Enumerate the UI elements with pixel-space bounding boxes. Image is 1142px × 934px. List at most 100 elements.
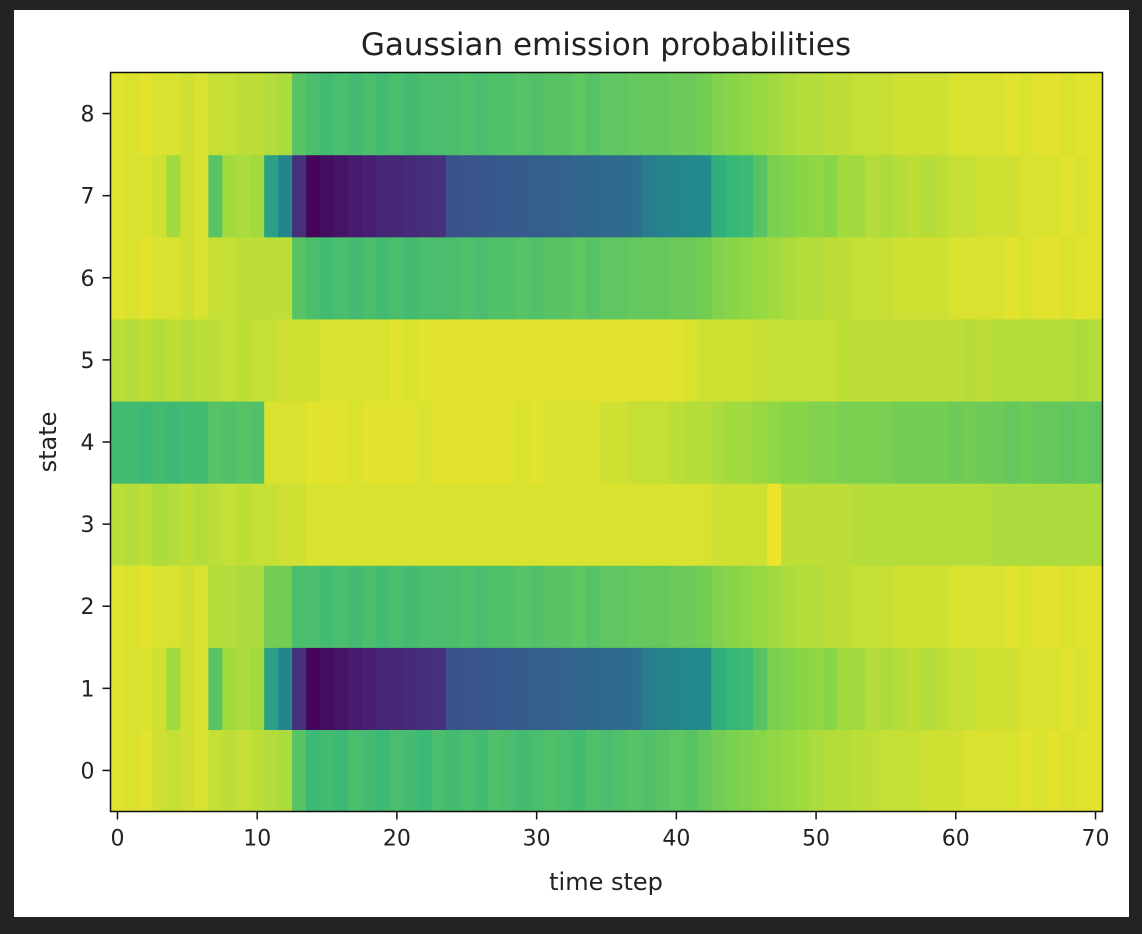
heatmap-cell bbox=[208, 236, 223, 320]
heatmap-cell bbox=[711, 565, 726, 648]
heatmap-cell bbox=[920, 647, 936, 730]
heatmap-cell bbox=[473, 236, 489, 320]
heatmap-cell bbox=[501, 483, 517, 566]
heatmap-cell bbox=[767, 72, 782, 156]
heatmap-cell bbox=[557, 400, 573, 484]
heatmap-cell bbox=[571, 236, 587, 320]
heatmap-cell bbox=[962, 729, 978, 813]
heatmap-cell bbox=[711, 400, 726, 484]
heatmap-cell bbox=[152, 483, 167, 566]
heatmap-cell bbox=[278, 318, 293, 402]
heatmap-cell bbox=[557, 72, 573, 156]
heatmap-cell bbox=[417, 400, 433, 484]
heatmap-cell bbox=[906, 154, 922, 238]
heatmap-cell bbox=[222, 647, 237, 730]
heatmap-cell bbox=[683, 483, 698, 566]
heatmap-cell bbox=[864, 400, 880, 484]
heatmap-cell bbox=[557, 236, 573, 320]
heatmap-cell bbox=[138, 318, 154, 402]
heatmap-cell bbox=[138, 483, 154, 566]
heatmap-cell bbox=[375, 400, 391, 484]
heatmap-cell bbox=[711, 236, 726, 320]
heatmap-cell bbox=[1074, 154, 1090, 238]
heatmap-cell bbox=[990, 72, 1006, 156]
heatmap-cell bbox=[166, 483, 181, 566]
heatmap-cell bbox=[1046, 647, 1062, 730]
heatmap-cell bbox=[403, 154, 419, 238]
heatmap-cell bbox=[194, 400, 209, 484]
heatmap-cell bbox=[739, 400, 754, 484]
heatmap-cell bbox=[250, 647, 265, 730]
heatmap-cell bbox=[892, 318, 908, 402]
heatmap-cell bbox=[906, 400, 922, 484]
heatmap-cell bbox=[739, 236, 754, 320]
heatmap-cell bbox=[990, 400, 1006, 484]
heatmap-cell bbox=[180, 729, 195, 813]
heatmap-cell bbox=[627, 318, 643, 402]
heatmap-cell bbox=[348, 400, 363, 484]
heatmap-cell bbox=[962, 236, 978, 320]
heatmap-cell bbox=[990, 318, 1006, 402]
heatmap-cell bbox=[711, 729, 726, 813]
heatmap-cell bbox=[753, 72, 768, 156]
heatmap-cell bbox=[725, 729, 740, 813]
heatmap-cell bbox=[320, 483, 335, 566]
y-tick-label: 2 bbox=[81, 595, 95, 620]
heatmap-cell bbox=[613, 154, 629, 238]
x-tick-label: 60 bbox=[942, 827, 970, 852]
heatmap-cell bbox=[431, 154, 447, 238]
heatmap-cell bbox=[320, 318, 335, 402]
heatmap-cell bbox=[306, 483, 321, 566]
heatmap-cell bbox=[473, 565, 489, 648]
heatmap-cell bbox=[403, 483, 419, 566]
heatmap-cell bbox=[180, 565, 195, 648]
heatmap-cell bbox=[278, 236, 293, 320]
heatmap-cell bbox=[487, 400, 503, 484]
heatmap-cell bbox=[753, 647, 768, 730]
heatmap-cell bbox=[264, 647, 279, 730]
heatmap-cell bbox=[739, 647, 754, 730]
heatmap-cell bbox=[655, 483, 670, 566]
heatmap-cell bbox=[934, 647, 950, 730]
heatmap-cell bbox=[585, 318, 601, 402]
heatmap-cell bbox=[375, 729, 391, 813]
heatmap-cell bbox=[487, 72, 503, 156]
heatmap-cell bbox=[962, 154, 978, 238]
y-axis-ticks: 0 1 2 3 4 5 6 7 8 bbox=[81, 103, 111, 784]
heatmap-cell bbox=[934, 483, 950, 566]
heatmap-cell bbox=[892, 72, 908, 156]
heatmap-cell bbox=[1074, 72, 1090, 156]
heatmap-cell bbox=[1060, 236, 1076, 320]
heatmap-cell bbox=[837, 729, 852, 813]
heatmap-cell bbox=[795, 647, 810, 730]
heatmap-cell bbox=[124, 154, 140, 238]
heatmap-cell bbox=[906, 318, 922, 402]
heatmap-cell bbox=[585, 647, 601, 730]
heatmap-cell bbox=[250, 72, 265, 156]
heatmap-cell bbox=[264, 318, 279, 402]
y-tick-label: 6 bbox=[81, 267, 95, 292]
heatmap-cell bbox=[487, 565, 503, 648]
heatmap-cell bbox=[837, 72, 852, 156]
heatmap-cell bbox=[194, 318, 209, 402]
heatmap-cell bbox=[361, 483, 377, 566]
heatmap-cell bbox=[236, 647, 251, 730]
heatmap-cell bbox=[990, 154, 1006, 238]
heatmap-cell bbox=[571, 400, 587, 484]
heatmap-cell bbox=[166, 729, 181, 813]
heatmap-cell bbox=[655, 647, 670, 730]
heatmap-cell bbox=[739, 72, 754, 156]
heatmap-cell bbox=[459, 729, 475, 813]
heatmap-cell bbox=[892, 400, 908, 484]
heatmap-cell bbox=[124, 72, 140, 156]
heatmap-cell bbox=[1088, 154, 1104, 238]
heatmap-cell bbox=[809, 236, 824, 320]
heatmap-cell bbox=[445, 565, 461, 648]
heatmap-cell bbox=[892, 647, 908, 730]
heatmap-cell bbox=[920, 72, 936, 156]
heatmap-cell bbox=[473, 729, 489, 813]
heatmap-cell bbox=[124, 236, 140, 320]
heatmap-cell bbox=[208, 565, 223, 648]
heatmap-cell bbox=[501, 72, 517, 156]
heatmap-cell bbox=[599, 236, 615, 320]
